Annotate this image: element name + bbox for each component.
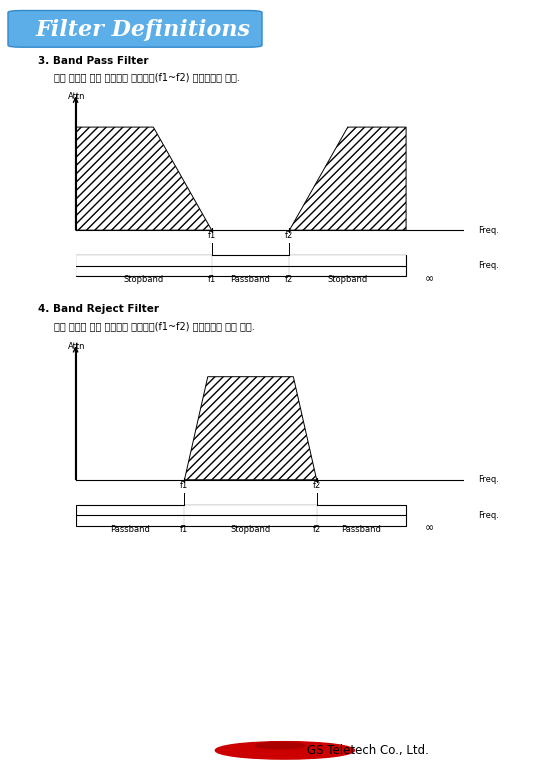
Text: f2: f2 (313, 480, 321, 490)
Text: Attn: Attn (68, 342, 85, 351)
Text: Attn: Attn (68, 92, 85, 101)
Text: Passband: Passband (341, 525, 381, 534)
Bar (289, 255, 406, 276)
Polygon shape (289, 127, 406, 230)
Bar (185, 505, 316, 526)
Bar (76, 505, 406, 526)
Text: Passband: Passband (231, 275, 271, 284)
Bar (76, 255, 212, 276)
Text: Stopband: Stopband (231, 525, 271, 534)
Polygon shape (76, 127, 212, 230)
Text: f1: f1 (180, 480, 188, 490)
Text: Stopband: Stopband (328, 275, 368, 284)
Bar (76, 255, 212, 276)
Circle shape (215, 742, 354, 759)
Text: Freq.: Freq. (478, 225, 499, 235)
Text: Freq.: Freq. (478, 261, 499, 270)
Circle shape (255, 743, 305, 749)
Bar (289, 255, 406, 276)
Text: f2: f2 (285, 231, 294, 240)
Text: f1: f1 (207, 275, 216, 284)
Text: ∞: ∞ (425, 523, 434, 534)
Bar (185, 505, 316, 526)
Bar (76, 255, 406, 276)
Text: Passband: Passband (110, 525, 150, 534)
Text: f1: f1 (180, 525, 188, 534)
Text: f1: f1 (207, 231, 216, 240)
FancyBboxPatch shape (8, 10, 262, 48)
Text: GS Teletech Co., Ltd.: GS Teletech Co., Ltd. (307, 744, 429, 757)
Text: Freq.: Freq. (478, 475, 499, 484)
Text: 3. Band Pass Filter: 3. Band Pass Filter (38, 56, 148, 66)
Text: f2: f2 (313, 525, 321, 534)
Text: 아래 그림과 같이 일정대역 주파수만(f1~f2) 통과시키는 필터.: 아래 그림과 같이 일정대역 주파수만(f1~f2) 통과시키는 필터. (54, 73, 240, 83)
Text: f2: f2 (285, 275, 294, 284)
Text: Stopband: Stopband (124, 275, 164, 284)
Polygon shape (185, 377, 316, 480)
Text: 4. Band Reject Filter: 4. Band Reject Filter (38, 304, 159, 314)
Text: 아래 그림과 같이 일정대역 주파수만(f1~f2) 통과시키지 않는 필터.: 아래 그림과 같이 일정대역 주파수만(f1~f2) 통과시키지 않는 필터. (54, 321, 255, 331)
Text: Filter Definitions: Filter Definitions (35, 19, 250, 41)
Text: Freq.: Freq. (478, 511, 499, 519)
Text: ∞: ∞ (425, 274, 434, 284)
